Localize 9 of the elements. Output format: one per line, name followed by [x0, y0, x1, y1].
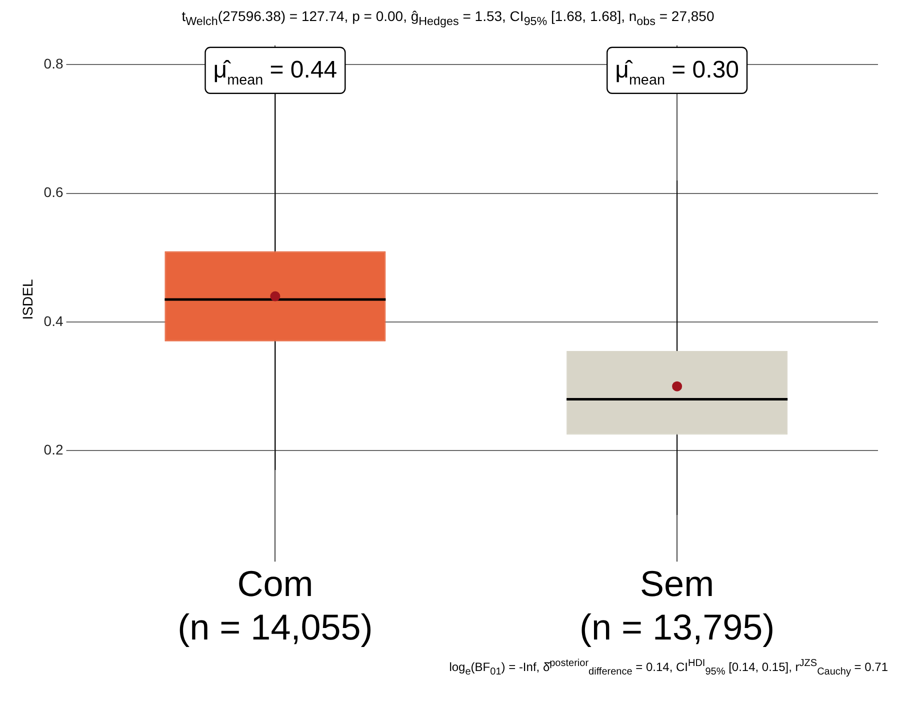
y-tick-label: 0.4 [44, 312, 64, 329]
text: log$_{e}$(BF$_{01}$) = -Inf, δ̂$^{posterior}$$_{difference}$ = 0.14, CI$^{HDI}$$_{95%}$ [0.14, 0.15], r$^{JZS}$$_{Cauchy}$ = 0.71 [449, 658, 888, 678]
y-axis-title: ISDEL [19, 279, 36, 320]
x-tick-label: Sem (n = 13,795) [579, 563, 775, 648]
y-tick-label: 0.6 [44, 184, 64, 200]
x-tick-label: Com (n = 14,055) [178, 563, 373, 648]
chart-title: t$_{Welch}$(27596.38) = 127.74, p = 0.00, ĝ$_{Hedges}$ = 1.53, CI$_{95%}$ [1.68, 1.68], n$_{obs}$ = 27,850 [182, 8, 714, 28]
y-tick-label: 0.2 [44, 442, 64, 458]
y-tick-label: 0.8 [44, 56, 64, 72]
